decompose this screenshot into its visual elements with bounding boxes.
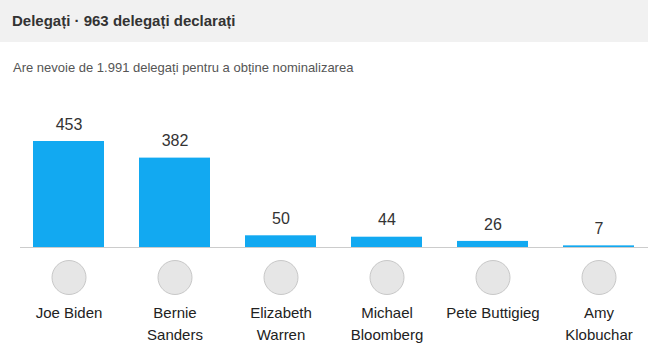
svg-text:7: 7	[595, 220, 604, 237]
svg-text:ElizabethWarren: ElizabethWarren	[250, 304, 312, 343]
svg-text:Pete Buttigieg: Pete Buttigieg	[446, 304, 539, 321]
html-text:Are nevoie de 1.991 delegați p: Are nevoie de 1.991 delegați pentru a ob…	[13, 60, 354, 75]
svg-text:44: 44	[378, 211, 396, 228]
svg-text:50: 50	[272, 210, 290, 227]
svg-text:453: 453	[56, 116, 83, 133]
svg-text:AmyKlobuchar: AmyKlobuchar	[565, 304, 633, 343]
svg-text:MichaelBloomberg: MichaelBloomberg	[351, 304, 424, 343]
svg-text:382: 382	[162, 132, 189, 149]
svg-text:Joe Biden: Joe Biden	[36, 304, 103, 321]
html-text:Delegați · 963 delegați declar: Delegați · 963 delegați declarați	[12, 12, 236, 29]
svg-text:26: 26	[484, 216, 502, 233]
svg-text:BernieSanders: BernieSanders	[147, 304, 203, 343]
